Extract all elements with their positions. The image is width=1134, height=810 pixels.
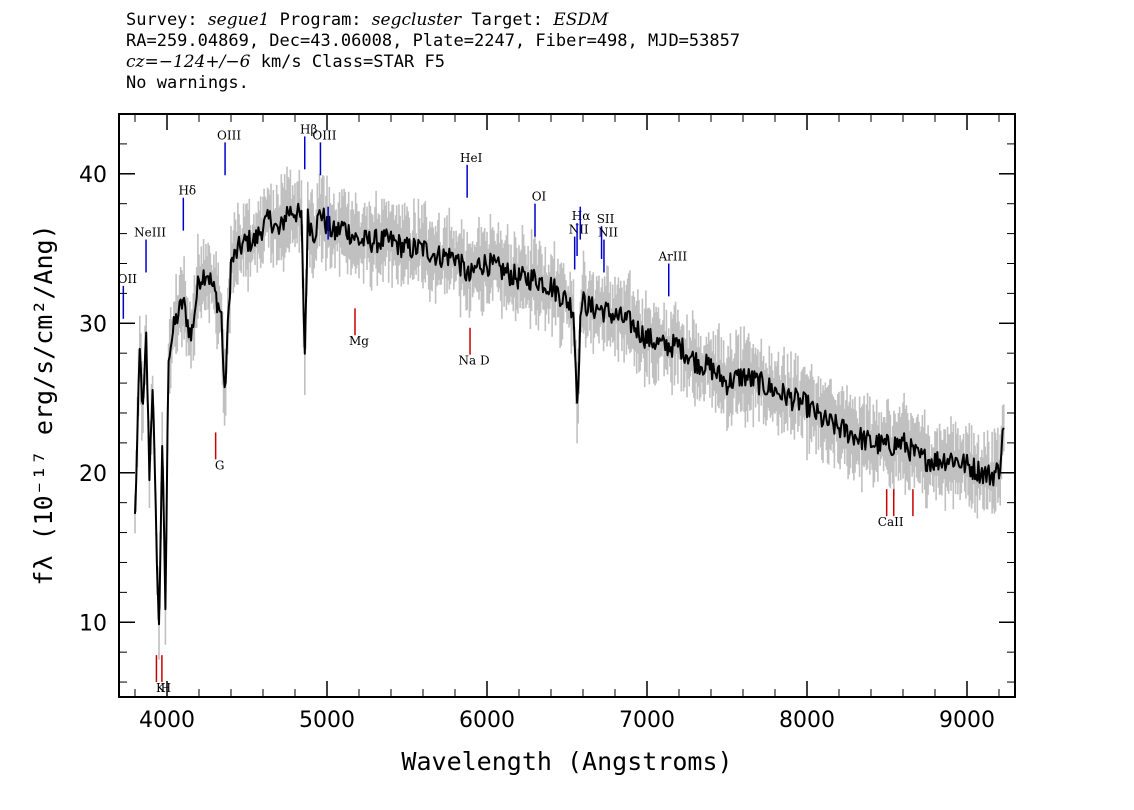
y-axis-title: fλ (10⁻¹⁷ erg/s/cm²/Ang) [29, 224, 58, 585]
header-line-survey: Survey: segue1 Program: segcluster Targe… [126, 10, 740, 31]
header-line-coordinates: RA=259.04869, Dec=43.06008, Plate=2247, … [126, 31, 741, 51]
spectrum-header: Survey: segue1 Program: segcluster Targe… [126, 10, 740, 94]
line-marker-label: HeI [460, 151, 483, 165]
x-tick-label: 8000 [779, 708, 835, 733]
line-marker-label: CaII [878, 515, 904, 529]
cz-label: cz= [126, 52, 159, 72]
line-marker-label: OII [118, 272, 138, 286]
line-marker-label: Na D [458, 354, 489, 368]
target-label: Target: [471, 10, 544, 30]
x-tick-label: 9000 [939, 708, 995, 733]
y-tick-label: 40 [79, 163, 107, 188]
target-value: ESDM [553, 10, 609, 30]
spectrum-layer [134, 202, 1005, 626]
line-marker-label: K [156, 681, 166, 695]
line-marker-label: NeIII [134, 226, 166, 240]
line-marker-label: SII [597, 212, 615, 226]
plot-frame [118, 113, 1016, 698]
line-marker-label: Hα [572, 209, 591, 223]
program-value: segcluster [371, 10, 462, 30]
header-line-warnings: No warnings. [126, 73, 249, 93]
line-marker-label: OI [532, 190, 547, 204]
error-band-layer [134, 166, 1005, 660]
y-tick-label: 10 [79, 611, 107, 636]
error-band [134, 166, 1005, 660]
cz-rest: km/s Class=STAR F5 [250, 52, 445, 72]
line-marker-label: H [161, 681, 171, 695]
survey-label: Survey: [126, 10, 198, 30]
x-tick-label: 7000 [619, 708, 675, 733]
line-marker-label: NII [569, 223, 589, 237]
x-tick-label: 5000 [299, 708, 355, 733]
line-marker-label: Mg [349, 334, 369, 348]
line-marker-label: Hβ [300, 122, 317, 136]
x-tick-label: 4000 [139, 708, 195, 733]
line-marker-label: Hδ [178, 184, 196, 198]
survey-value: segue1 [207, 10, 270, 30]
program-label: Program: [279, 10, 362, 30]
spectrum-line [134, 202, 1005, 626]
x-axis-title: Wavelength (Angstroms) [401, 747, 732, 776]
line-marker-label: OIII [312, 128, 336, 142]
y-tick-label: 20 [79, 462, 107, 487]
line-marker-label: ArIII [657, 249, 687, 263]
line-marker-label: G [215, 458, 225, 472]
line-marker-label: OIII [217, 128, 241, 142]
x-tick-label: 6000 [459, 708, 515, 733]
line-marker-label: NII [598, 226, 618, 240]
cz-value: −124+/−6 [158, 52, 251, 72]
header-line-redshift: cz=−124+/−6 km/s Class=STAR F5 [126, 52, 740, 73]
axis-ticks: 4000 5000 6000 7000 8000 9000 10 20 30 40 [79, 113, 1015, 733]
y-tick-label: 30 [79, 312, 107, 337]
